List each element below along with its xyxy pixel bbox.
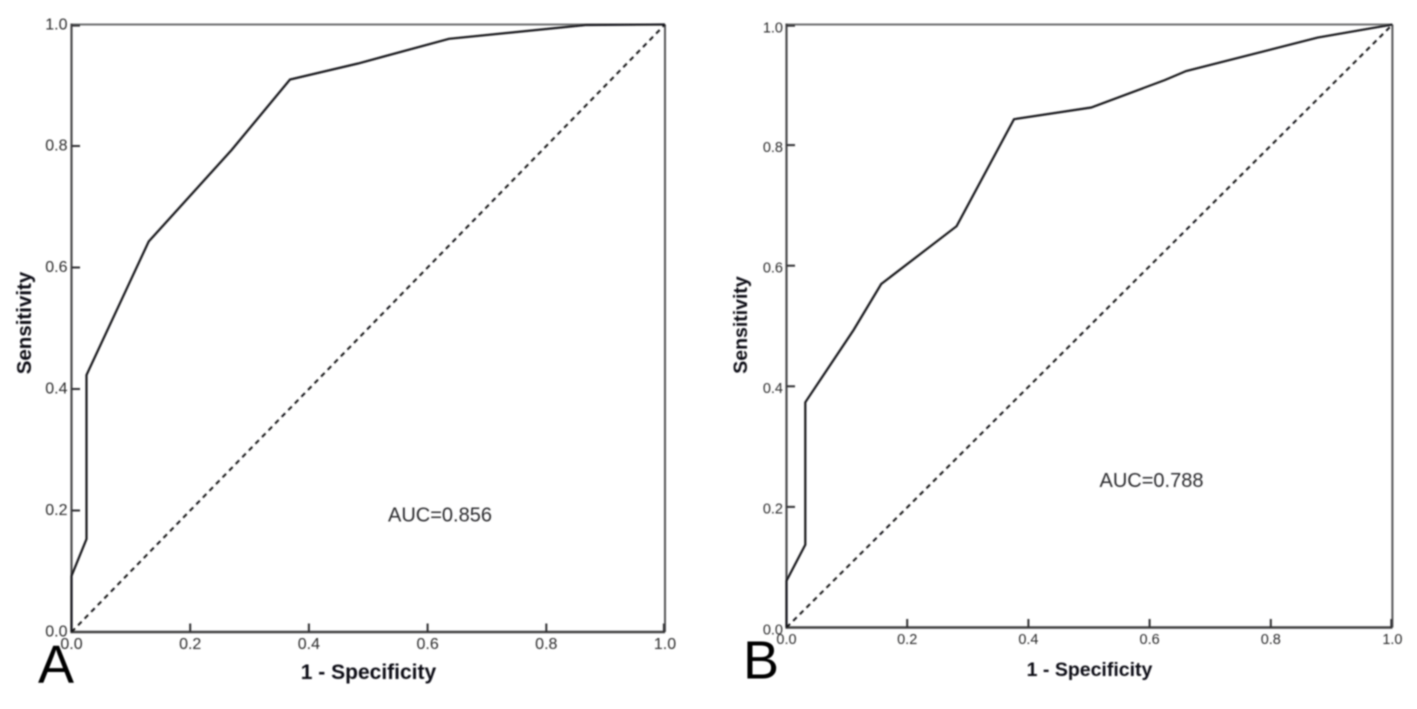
svg-text:0.4: 0.4 (763, 381, 783, 397)
svg-text:Sensitivity: Sensitivity (13, 271, 36, 374)
svg-text:AUC=0.856: AUC=0.856 (388, 505, 492, 527)
svg-text:0.4: 0.4 (298, 636, 320, 653)
svg-text:0.6: 0.6 (1140, 632, 1160, 648)
svg-text:1 - Specificity: 1 - Specificity (301, 661, 437, 684)
svg-text:0.0: 0.0 (763, 622, 783, 638)
svg-text:AUC=0.788: AUC=0.788 (1100, 470, 1204, 492)
svg-text:0.2: 0.2 (763, 502, 783, 518)
svg-text:A: A (38, 635, 74, 695)
svg-text:0.6: 0.6 (763, 261, 783, 277)
svg-text:0.8: 0.8 (1261, 632, 1281, 648)
svg-text:0.4: 0.4 (45, 381, 67, 398)
svg-text:0.2: 0.2 (45, 502, 67, 519)
svg-text:1.0: 1.0 (1382, 632, 1402, 648)
svg-text:0.0: 0.0 (776, 632, 796, 648)
svg-text:1 - Specificity: 1 - Specificity (1027, 659, 1153, 681)
svg-text:0.4: 0.4 (1018, 632, 1038, 648)
svg-text:0.2: 0.2 (897, 632, 917, 648)
svg-text:1.0: 1.0 (763, 21, 783, 37)
svg-text:Sensitivity: Sensitivity (730, 276, 752, 374)
svg-text:0.8: 0.8 (535, 636, 557, 653)
svg-text:0.0: 0.0 (60, 636, 82, 653)
svg-text:0.8: 0.8 (45, 138, 67, 155)
svg-text:0.2: 0.2 (179, 636, 201, 653)
svg-text:B: B (743, 631, 779, 691)
svg-text:1.0: 1.0 (45, 17, 67, 34)
svg-text:0.8: 0.8 (763, 140, 783, 156)
svg-text:1.0: 1.0 (654, 636, 676, 653)
svg-text:0.0: 0.0 (45, 624, 67, 641)
svg-text:0.6: 0.6 (45, 259, 67, 276)
svg-text:0.6: 0.6 (416, 636, 438, 653)
